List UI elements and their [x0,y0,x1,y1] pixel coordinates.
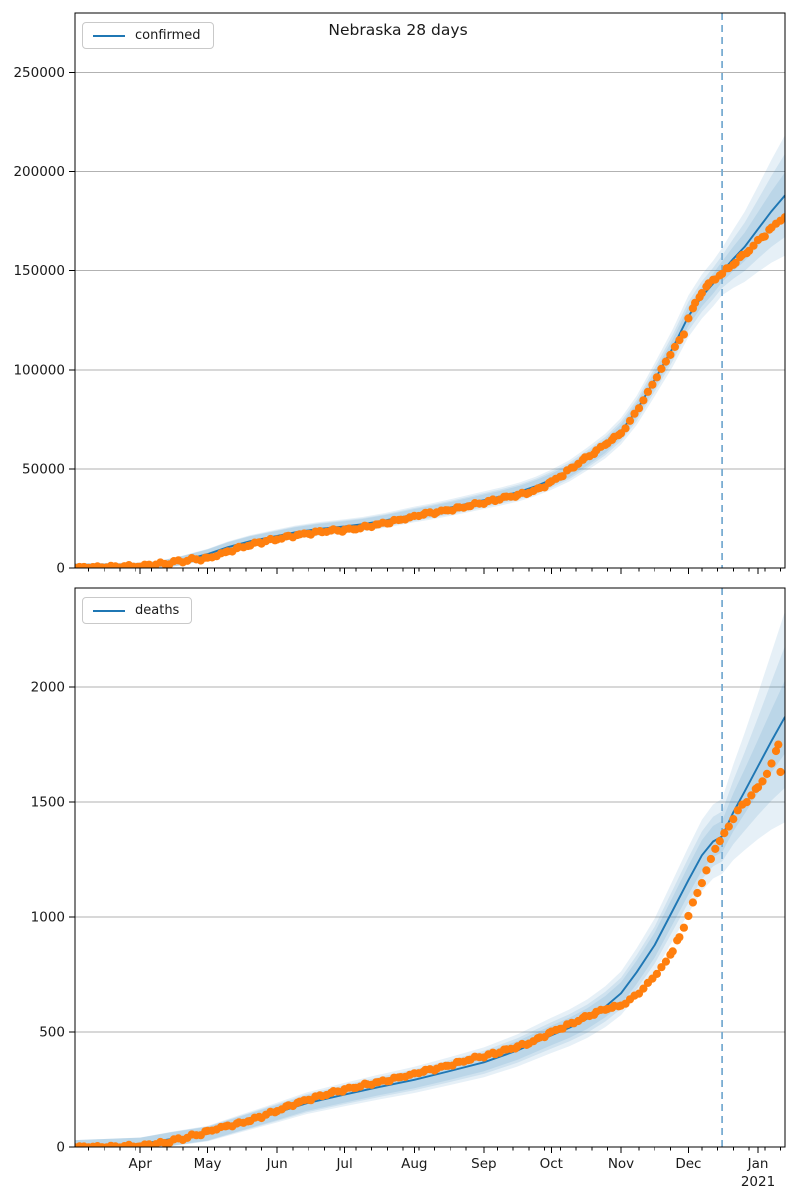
svg-text:Aug: Aug [401,1156,427,1172]
svg-text:Jan: Jan [747,1156,769,1172]
svg-text:Jun: Jun [266,1156,288,1172]
legend-deaths: deaths [82,597,193,624]
svg-text:Nov: Nov [608,1156,634,1172]
svg-text:50000: 50000 [22,461,65,477]
svg-text:100000: 100000 [13,362,65,378]
figure-title: Nebraska 28 days [328,21,468,39]
svg-text:0: 0 [56,561,65,577]
legend-confirmed: confirmed [82,22,214,49]
svg-text:0: 0 [56,1140,65,1156]
svg-text:250000: 250000 [13,65,65,81]
svg-text:Dec: Dec [675,1156,701,1172]
svg-text:200000: 200000 [13,164,65,180]
svg-text:1500: 1500 [31,794,65,810]
svg-text:500: 500 [39,1025,65,1041]
legend-line-sample-deaths [93,609,125,612]
svg-text:Oct: Oct [540,1156,563,1172]
svg-text:150000: 150000 [13,263,65,279]
svg-text:Jul: Jul [335,1156,352,1172]
legend-line-sample-confirmed [93,34,125,37]
svg-text:2021: 2021 [741,1174,775,1190]
svg-text:2000: 2000 [31,679,65,695]
svg-text:Sep: Sep [471,1156,496,1172]
legend-label-confirmed: confirmed [135,28,201,43]
svg-text:May: May [194,1156,222,1172]
svg-text:1000: 1000 [31,910,65,926]
legend-label-deaths: deaths [135,603,180,618]
svg-text:Apr: Apr [129,1156,153,1172]
